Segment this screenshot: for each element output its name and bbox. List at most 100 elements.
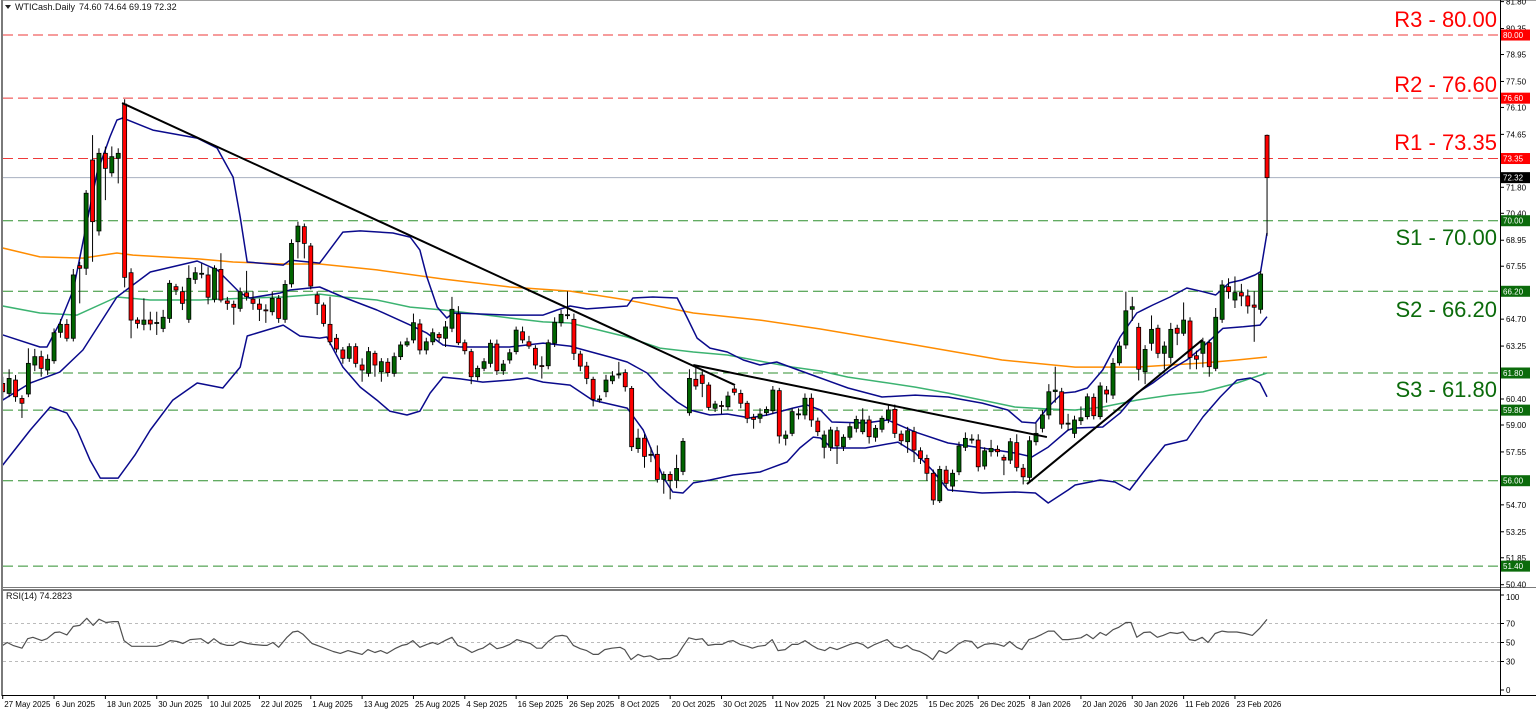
triangle-down-icon[interactable] — [5, 5, 11, 9]
candle — [622, 369, 628, 392]
candle — [526, 335, 532, 349]
bullish-candle-body — [1072, 419, 1077, 434]
level-label-s3: S3 - 61.80 — [1395, 377, 1497, 402]
date-axis-label: 23 Feb 2026 — [1236, 700, 1281, 709]
candle — [250, 291, 256, 310]
candle — [744, 400, 750, 424]
candle — [898, 430, 904, 446]
date-axis-label: 4 Sep 2025 — [466, 700, 507, 709]
candle — [346, 343, 352, 362]
candle — [141, 298, 147, 331]
bearish-candle-body — [1001, 456, 1007, 461]
price-axis-label: 64.70 — [1506, 315, 1527, 324]
candle — [38, 350, 44, 377]
date-axis-label: 22 Jul 2025 — [261, 700, 303, 709]
date-axis-label: 21 Nov 2025 — [826, 700, 872, 709]
price-axis-label: 70.40 — [1506, 209, 1527, 218]
bearish-candle-body — [301, 226, 307, 244]
candle — [661, 471, 667, 494]
bullish-candle-body — [51, 332, 57, 362]
candle — [783, 430, 789, 446]
bullish-candle-body — [610, 375, 615, 382]
candle — [866, 415, 872, 444]
price-axis-label: 54.70 — [1506, 501, 1527, 510]
candle — [180, 286, 185, 311]
bearish-candle-body — [667, 473, 673, 481]
rsi-axis[interactable]: 100 70 50 30 0 — [1500, 593, 1520, 695]
bullish-candle-body — [513, 329, 519, 353]
bearish-candle-body — [1020, 467, 1026, 478]
bullish-candle-body — [725, 395, 731, 408]
bullish-candle-body — [192, 272, 198, 280]
candle — [610, 371, 615, 385]
bullish-candle-body — [109, 156, 115, 174]
bullish-candle-body — [1168, 328, 1174, 358]
candle — [905, 426, 911, 453]
downtrend-line-1[interactable] — [121, 102, 736, 386]
level-label-r2: R2 - 76.60 — [1394, 72, 1497, 97]
bullish-candle-body — [988, 447, 994, 453]
bearish-candle-body — [1226, 286, 1231, 293]
candle — [64, 319, 70, 342]
bearish-candle-body — [751, 416, 757, 420]
candle — [995, 445, 1000, 457]
candle — [808, 393, 814, 427]
candle — [513, 326, 519, 355]
candle — [1104, 386, 1109, 403]
bullish-candle-body — [635, 437, 641, 449]
bullish-candle-body — [687, 377, 692, 414]
bullish-candle-body — [821, 434, 827, 448]
bullish-candle-body — [879, 417, 885, 430]
price-axis-label: 80.35 — [1506, 25, 1527, 34]
bearish-candle-body — [532, 347, 538, 366]
bullish-candle-body — [1149, 328, 1154, 344]
candle — [885, 404, 891, 424]
price-axis-label: 81.80 — [1506, 0, 1527, 7]
candle — [199, 263, 205, 279]
candle — [462, 339, 468, 355]
candle — [468, 348, 474, 385]
level-tag-box — [1501, 92, 1530, 104]
date-axis-label: 20 Jan 2026 — [1082, 700, 1127, 709]
price-axis-label: 76.10 — [1506, 103, 1527, 112]
bollinger-lower-band — [3, 324, 1268, 504]
bearish-candle-body — [180, 291, 185, 304]
bullish-candle-body — [1110, 362, 1116, 396]
bearish-candle-body — [571, 318, 577, 354]
candle — [590, 376, 596, 407]
date-axis[interactable]: 27 May 2025 6 Jun 2025 18 Jun 2025 30 Jun 2… — [2, 695, 1282, 709]
chart-title-bar[interactable]: WTICash.Daily 74.60 74.64 69.19 72.32 — [5, 2, 177, 13]
date-axis-label: 15 Dec 2025 — [928, 700, 974, 709]
main-plot-area[interactable] — [1, 34, 1500, 567]
bullish-candle-body — [661, 473, 667, 480]
bearish-candle-body — [462, 342, 468, 352]
bullish-candle-body — [545, 342, 551, 367]
candle — [269, 291, 275, 316]
date-axis-label: 1 Aug 2025 — [312, 700, 353, 709]
bearish-candle-body — [930, 472, 936, 501]
candle — [558, 309, 564, 327]
price-axis-level-tags: 80.00 76.60 73.35 70.00 66.20 61.80 59.80 56.00… — [1501, 29, 1530, 572]
uptrend-line[interactable] — [1026, 339, 1203, 485]
bullish-candle-body — [154, 322, 160, 324]
date-axis-label: 11 Feb 2026 — [1185, 700, 1230, 709]
bullish-candle-body — [366, 351, 371, 374]
bearish-candle-body — [808, 397, 814, 421]
candle — [642, 434, 647, 468]
chart-frame — [1, 0, 1536, 696]
downtrend-line-2[interactable] — [693, 364, 1048, 439]
candle — [192, 267, 198, 284]
candle — [160, 309, 166, 333]
bullish-candle-body — [289, 242, 294, 285]
level-tag-text: 80.00 — [1503, 31, 1524, 40]
rsi-plot-area[interactable] — [3, 617, 1500, 662]
bullish-candle-body — [597, 398, 602, 401]
candle — [892, 404, 898, 438]
bullish-candle-body — [346, 346, 352, 359]
bullish-candle-body — [1161, 345, 1167, 354]
bullish-candle-body — [674, 468, 679, 481]
bearish-candle-body — [1206, 342, 1212, 368]
candle — [147, 311, 153, 331]
price-axis[interactable]: 81.80 80.35 78.95 77.50 76.10 74.65 71.80 70.40… — [1500, 0, 1527, 590]
